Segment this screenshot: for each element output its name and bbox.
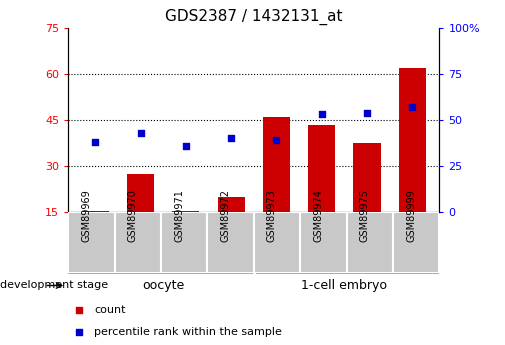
Bar — [172, 211, 199, 212]
Point — [136, 130, 144, 136]
Text: GSM89974: GSM89974 — [314, 189, 323, 241]
Bar — [398, 68, 426, 212]
Bar — [300, 212, 346, 273]
Point — [272, 137, 280, 143]
Bar — [208, 212, 254, 273]
Title: GDS2387 / 1432131_at: GDS2387 / 1432131_at — [165, 9, 342, 25]
Text: GSM89999: GSM89999 — [406, 189, 416, 241]
Bar — [263, 117, 290, 212]
Text: count: count — [94, 305, 126, 315]
Bar — [393, 212, 439, 273]
Text: GSM89971: GSM89971 — [174, 189, 184, 241]
Bar — [127, 174, 154, 212]
Point — [75, 307, 83, 313]
Bar — [346, 212, 393, 273]
Text: GSM89975: GSM89975 — [360, 189, 370, 242]
Point — [408, 104, 416, 110]
Point — [75, 329, 83, 335]
Text: GSM89970: GSM89970 — [128, 189, 138, 241]
Bar — [254, 212, 300, 273]
Bar — [82, 211, 109, 212]
Text: development stage: development stage — [0, 280, 108, 290]
Text: oocyte: oocyte — [142, 279, 184, 292]
Point — [91, 139, 99, 145]
Text: percentile rank within the sample: percentile rank within the sample — [94, 327, 282, 337]
Point — [182, 143, 190, 148]
Text: 1-cell embryo: 1-cell embryo — [301, 279, 387, 292]
Text: GSM89973: GSM89973 — [267, 189, 277, 241]
Point — [318, 111, 326, 117]
Bar — [218, 197, 245, 212]
Bar — [68, 212, 115, 273]
Text: GSM89969: GSM89969 — [81, 189, 91, 241]
Text: GSM89972: GSM89972 — [221, 189, 231, 242]
Bar — [308, 125, 335, 212]
Point — [227, 136, 235, 141]
Bar — [354, 143, 380, 212]
Bar — [161, 212, 208, 273]
Point — [363, 110, 371, 115]
Bar — [115, 212, 161, 273]
